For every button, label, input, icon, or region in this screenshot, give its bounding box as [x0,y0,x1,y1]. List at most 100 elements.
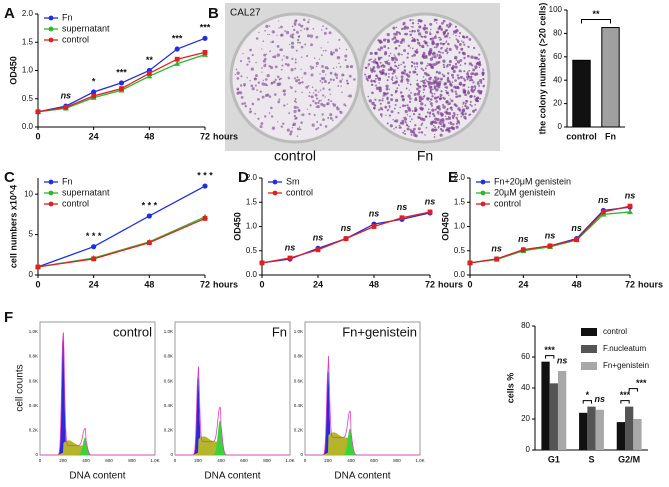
colony [459,58,463,62]
colony [417,18,421,23]
colony [452,33,455,35]
colony [410,130,414,134]
colony [342,74,345,76]
colony [386,122,389,125]
colony [408,89,410,91]
x-tick-label: 1.0K [150,458,159,463]
colony [432,81,436,85]
colony [279,48,283,52]
y-tick-label: 0.0 [246,270,258,279]
colony [288,77,291,80]
colony [458,32,462,35]
colony [409,33,412,37]
colony [466,72,470,76]
colony [394,91,398,94]
point [146,240,152,246]
colony [379,106,383,110]
colony [458,109,462,112]
colony [434,34,437,36]
colony [394,119,399,123]
g2-peak [305,428,420,455]
colony [472,68,476,72]
colony [289,130,293,134]
colony [474,108,477,112]
colony [440,123,442,126]
colony [475,96,479,100]
colony [328,88,331,91]
colony [449,37,451,39]
point [343,236,349,242]
colony [387,59,389,61]
colony [270,41,272,43]
colony [437,113,440,115]
colony [378,77,381,80]
cell-line-label: CAL27 [230,8,261,19]
colony [439,133,443,137]
colony [407,94,411,98]
colony [405,78,408,81]
colony [421,53,425,58]
colony [375,86,380,90]
colony [433,35,437,39]
colony [428,85,432,89]
colony [329,78,333,81]
colony [293,105,298,110]
colony [299,128,302,131]
colony [268,95,272,98]
colony [412,112,416,116]
colony [310,43,313,47]
colony [437,126,440,129]
colony [454,25,458,28]
colony [296,38,300,42]
colony [239,84,243,87]
legend-marker [480,201,486,207]
colony [321,81,324,84]
g2-peak [175,420,290,455]
y-tick-label: 0.4K [294,403,303,408]
point [494,256,500,262]
colony [422,107,425,109]
colony [249,79,251,82]
significance: *** [116,67,127,77]
colony [462,103,464,105]
colony [334,72,337,74]
point [35,109,41,115]
y-tick-label: 0 [170,452,173,457]
y-tick-label: 0.6K [294,378,303,383]
colony [294,117,297,120]
colony [370,58,372,61]
colony [434,18,437,21]
colony [411,30,414,33]
colony [321,76,326,81]
colony [403,129,406,132]
colony [240,75,243,78]
series-line [37,185,206,268]
colony [420,123,423,127]
colony [431,37,435,40]
y-tick-label: 0 [300,452,303,457]
colony [442,63,445,66]
colony [348,94,352,98]
colony [345,48,348,51]
colony [325,27,328,30]
colony [388,114,392,117]
colony [414,124,417,127]
colony [459,64,462,67]
point [287,255,293,261]
x-tick-label: 48 [144,279,154,289]
colony [371,101,375,106]
colony [454,55,458,60]
colony [433,93,436,95]
colony [389,124,393,128]
colony [409,83,412,86]
colony [277,121,279,123]
colony [393,120,396,123]
colony [453,103,457,106]
colony [310,73,314,77]
colony [421,122,424,125]
colony [329,93,332,95]
colony [336,107,340,111]
colony [438,25,442,28]
colony [300,114,302,116]
colony [446,65,449,68]
